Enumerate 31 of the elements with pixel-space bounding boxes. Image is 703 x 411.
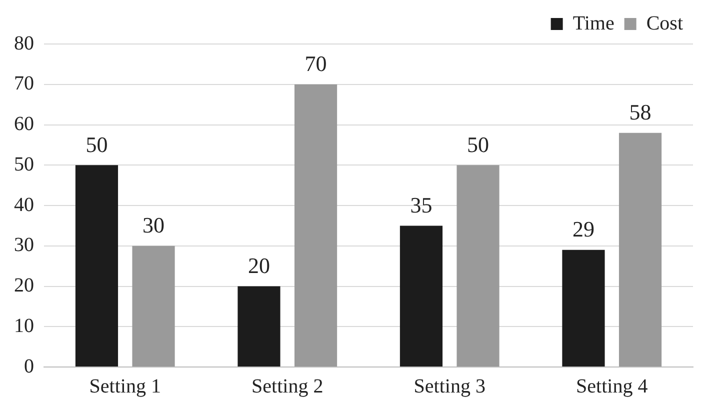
y-tick-label: 40	[14, 194, 34, 216]
data-label: 20	[248, 253, 270, 278]
legend-label: Time	[572, 12, 614, 34]
bar	[294, 84, 338, 366]
bar	[400, 226, 443, 366]
bar	[75, 165, 118, 366]
y-tick-label: 80	[14, 32, 34, 54]
y-tick-label: 60	[14, 113, 34, 135]
data-label: 35	[410, 192, 432, 218]
y-tick-label: 30	[14, 234, 34, 256]
x-tick-label: Setting 4	[576, 375, 648, 398]
y-tick-label: 10	[14, 314, 34, 337]
y-tick-label: 50	[14, 153, 34, 176]
bar	[618, 132, 662, 366]
data-label: 50	[86, 132, 108, 157]
bar	[238, 286, 280, 366]
data-label: 29	[572, 216, 594, 242]
y-tick-label: 70	[14, 72, 34, 95]
x-tick-label: Setting 1	[89, 375, 161, 398]
x-tick-label: Setting 2	[252, 375, 324, 398]
y-tick-label: 0	[24, 355, 34, 378]
data-label: 58	[629, 100, 652, 125]
data-label: 30	[142, 212, 165, 238]
data-label: 50	[467, 132, 490, 157]
legend-label: Cost	[646, 12, 684, 34]
bar	[132, 246, 175, 366]
bar	[456, 165, 500, 366]
y-tick-label: 20	[14, 274, 34, 296]
x-tick-label: Setting 3	[414, 375, 486, 398]
data-label: 70	[304, 51, 327, 76]
bar	[562, 250, 605, 366]
